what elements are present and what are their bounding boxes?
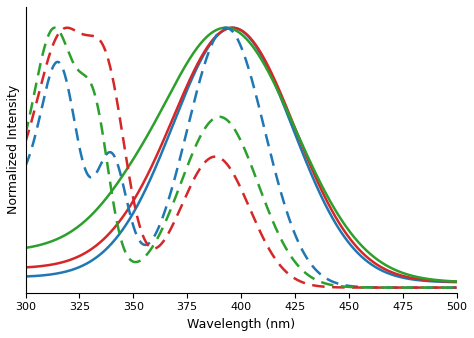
Y-axis label: Normalized Intensity: Normalized Intensity [7, 85, 20, 215]
X-axis label: Wavelength (nm): Wavelength (nm) [187, 318, 295, 331]
